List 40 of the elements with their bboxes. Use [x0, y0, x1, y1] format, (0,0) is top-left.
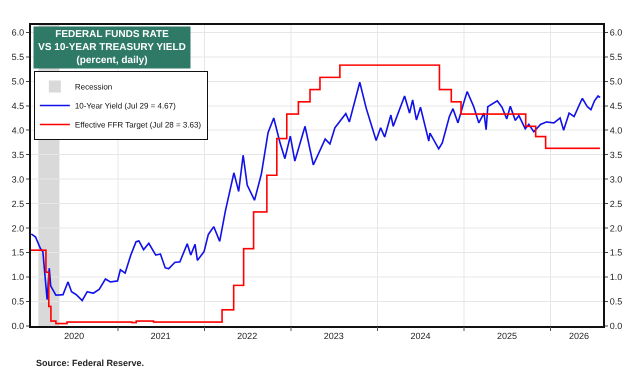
- y2-tick-label: 5.5: [610, 52, 622, 62]
- band-label: Recession: [74, 82, 112, 92]
- y2-tick-label: 1.0: [610, 272, 622, 282]
- y-tick-label: 1.5: [12, 248, 24, 258]
- source-note: Source: Federal Reserve.: [36, 358, 144, 368]
- legend-label: Effective FFR Target (Jul 28 = 3.63): [74, 120, 202, 130]
- y2-tick-label: 2.5: [610, 198, 622, 209]
- x-tick-label: 2022: [237, 330, 258, 341]
- x-tick-label: 2025: [496, 330, 518, 341]
- y2-tick-label: 6.0: [610, 27, 622, 38]
- y-tick-label: 4.0: [12, 125, 24, 136]
- y2-tick-label: 4.0: [610, 125, 622, 136]
- y2-tick-label: 0.0: [610, 321, 622, 332]
- y-tick-label: 1.0: [12, 272, 24, 282]
- y-tick-label: 4.5: [12, 100, 24, 111]
- x-tick-label: 2021: [150, 330, 171, 341]
- y-tick-label: 6.0: [12, 27, 24, 38]
- x-tick-label: 2026: [569, 330, 590, 341]
- text: (percent, daily): [76, 55, 148, 66]
- y-tick-label: 5.0: [12, 76, 24, 86]
- y-tick-label: 5.5: [12, 52, 24, 62]
- x-tick-label: 2023: [324, 330, 344, 341]
- y-tick-label: 3.0: [12, 174, 24, 184]
- x-tick-label: 2024: [410, 330, 430, 341]
- y2-tick-label: 3.0: [610, 174, 622, 184]
- y2-tick-label: 3.5: [610, 150, 622, 160]
- y-tick-label: 2.0: [12, 223, 24, 234]
- line-series: [31, 81, 601, 302]
- y-tick-label: 0.0: [12, 321, 24, 332]
- y2-tick-label: 2.0: [610, 223, 622, 234]
- y2-tick-label: 1.5: [610, 248, 622, 258]
- legend-label: 10-Year Yield (Jul 29 = 4.67): [74, 102, 176, 111]
- y2-tick-label: 0.5: [610, 296, 622, 307]
- y-tick-label: 2.5: [12, 198, 24, 209]
- text: FEDERAL FUNDS RATE VS 10-YEAR TREASURY YIELD: [38, 29, 186, 53]
- y-tick-label: 3.5: [12, 150, 24, 160]
- x-tick-label: 2020: [64, 330, 84, 341]
- y2-tick-label: 5.0: [610, 76, 622, 86]
- y-tick-label: 0.5: [12, 296, 24, 307]
- y2-tick-label: 4.5: [610, 100, 622, 111]
